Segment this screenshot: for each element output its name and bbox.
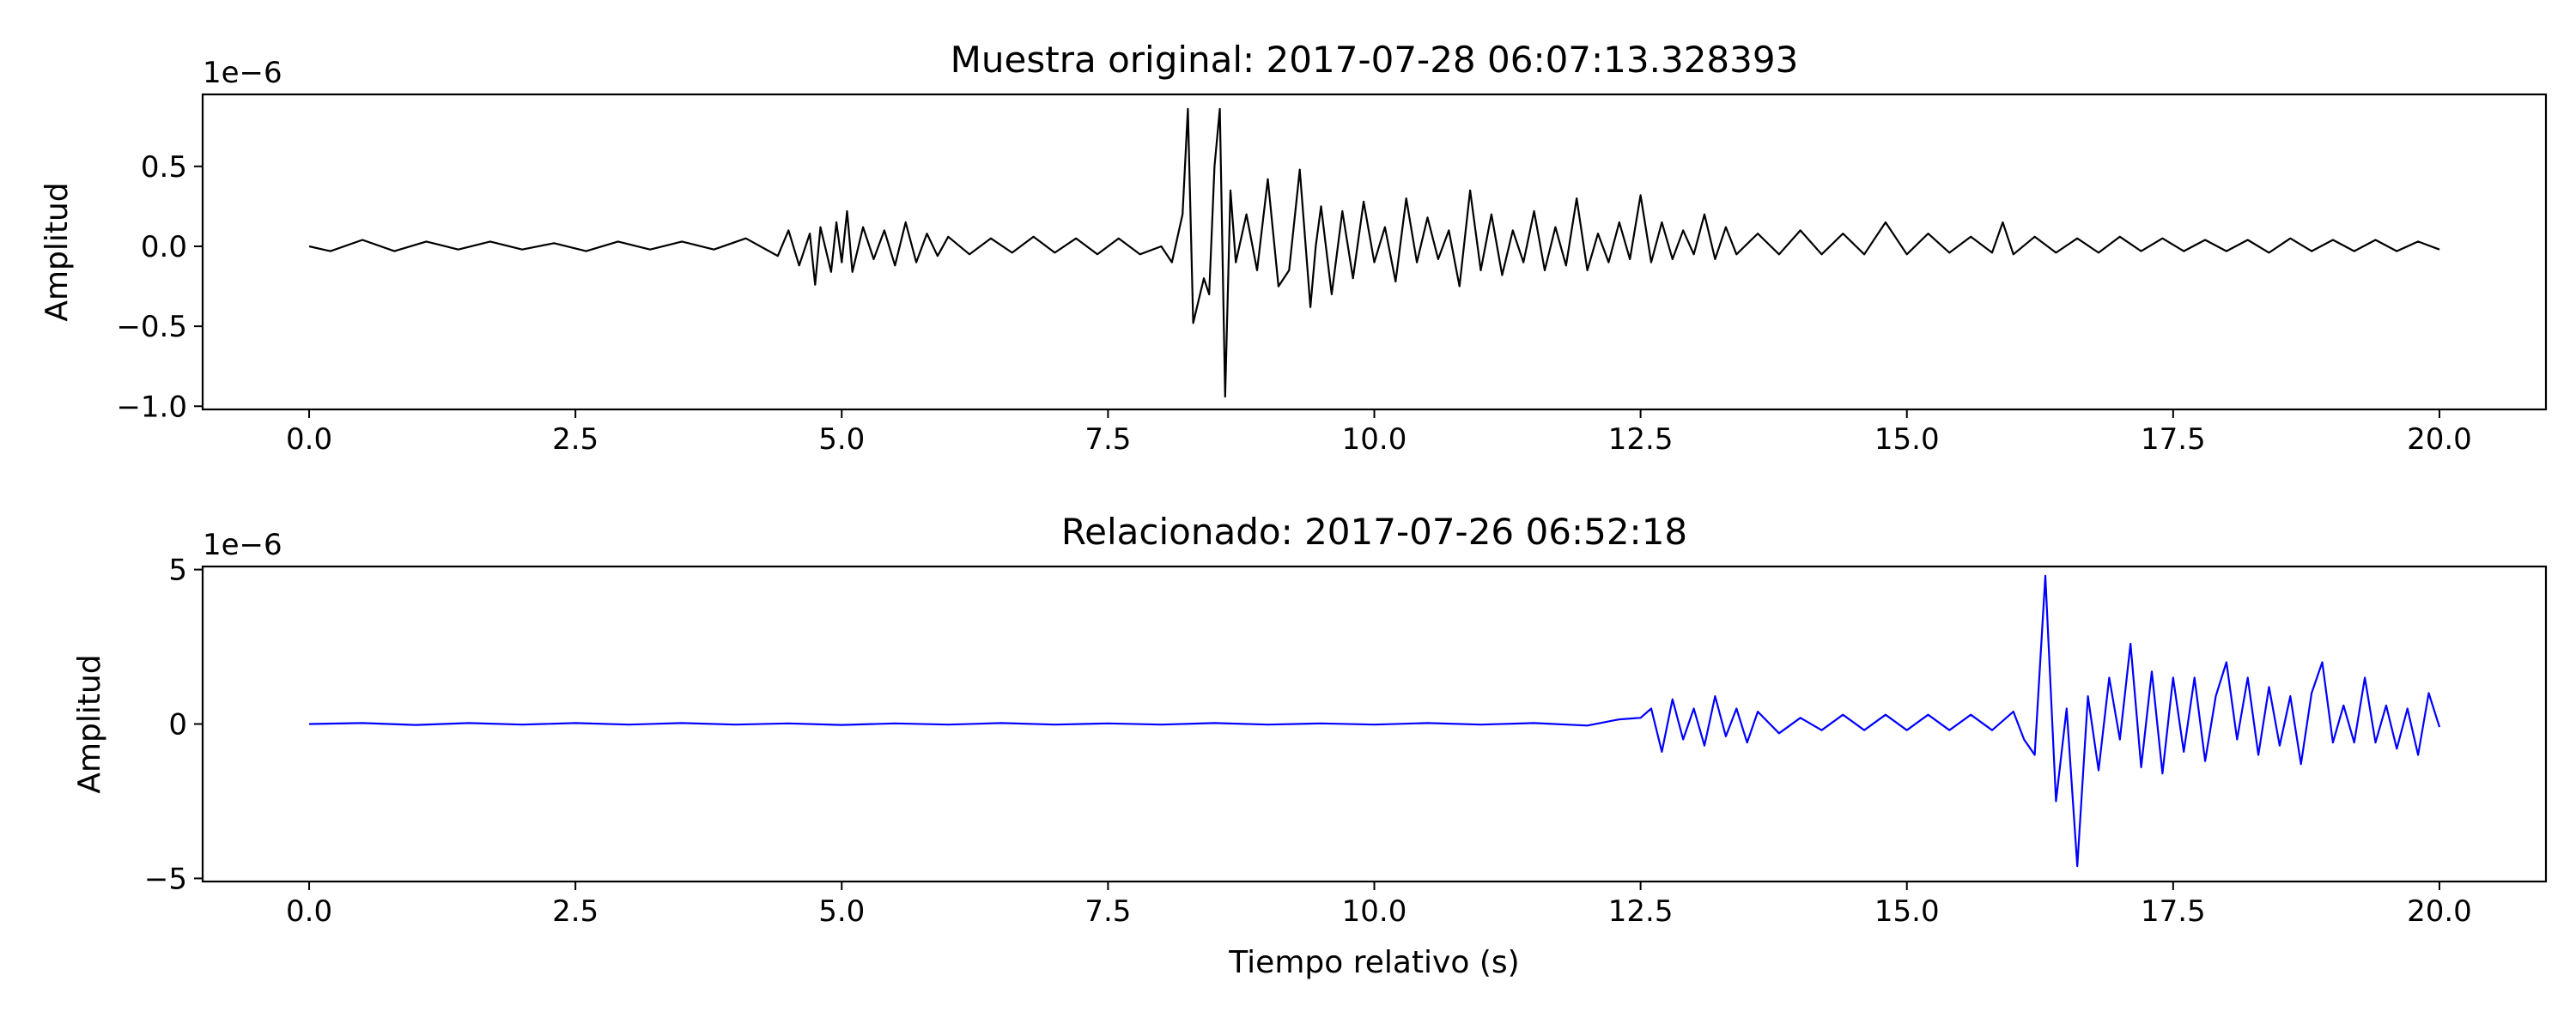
offset-label: 1e−6 xyxy=(203,56,283,90)
x-tick-label: 5.0 xyxy=(818,422,865,457)
x-tick-label: 17.5 xyxy=(2141,422,2206,457)
y-tick-label: 5 xyxy=(168,554,187,588)
x-tick-label: 0.0 xyxy=(286,422,332,457)
y-axis-label: Amplitud xyxy=(72,654,107,793)
chart-title: Relacionado: 2017-07-26 06:52:18 xyxy=(1061,511,1687,553)
x-tick-label: 0.0 xyxy=(286,894,332,929)
axes-frame xyxy=(201,93,2548,411)
x-tick-label: 12.5 xyxy=(1608,422,1674,457)
x-tick-label: 10.0 xyxy=(1342,422,1407,457)
y-axis-label: Amplitud xyxy=(39,182,75,321)
series-line xyxy=(308,107,2440,398)
x-tick-label: 20.0 xyxy=(2407,894,2472,929)
x-tick-label: 17.5 xyxy=(2141,894,2206,929)
y-tick-label: 0 xyxy=(168,708,187,742)
y-tick-label: −5 xyxy=(144,862,187,896)
x-tick-label: 2.5 xyxy=(552,422,598,457)
series-line xyxy=(308,574,2441,868)
chart-title: Muestra original: 2017-07-28 06:07:13.32… xyxy=(951,39,1799,81)
x-tick-label: 15.0 xyxy=(1874,894,1940,929)
x-tick-label: 10.0 xyxy=(1342,894,1407,929)
x-tick-label: 2.5 xyxy=(552,894,598,929)
y-tick-label: 0.0 xyxy=(141,230,187,264)
chart-panel-original: 0.0 2.5 5.0 7.5 10.0 12.5 15.0 17.5 20.0 0.5 0.0 −0… xyxy=(39,39,2548,457)
x-tick-label: 20.0 xyxy=(2407,422,2472,457)
chart-panel-related: 0.0 2.5 5.0 7.5 10.0 12.5 15.0 17.5 20.0 5 0 −5 1e−6… xyxy=(72,511,2548,980)
x-tick-label: 7.5 xyxy=(1084,422,1131,457)
offset-label: 1e−6 xyxy=(203,528,283,562)
x-tick-label: 7.5 xyxy=(1084,894,1131,929)
x-tick-label: 12.5 xyxy=(1608,894,1674,929)
y-tick-label: −0.5 xyxy=(116,310,187,344)
x-axis-label: Tiempo relativo (s) xyxy=(1228,945,1519,980)
y-tick-label: 0.5 xyxy=(141,150,187,185)
x-tick-label: 15.0 xyxy=(1874,422,1940,457)
y-tick-label: −1.0 xyxy=(116,390,187,424)
x-tick-label: 5.0 xyxy=(818,894,865,929)
